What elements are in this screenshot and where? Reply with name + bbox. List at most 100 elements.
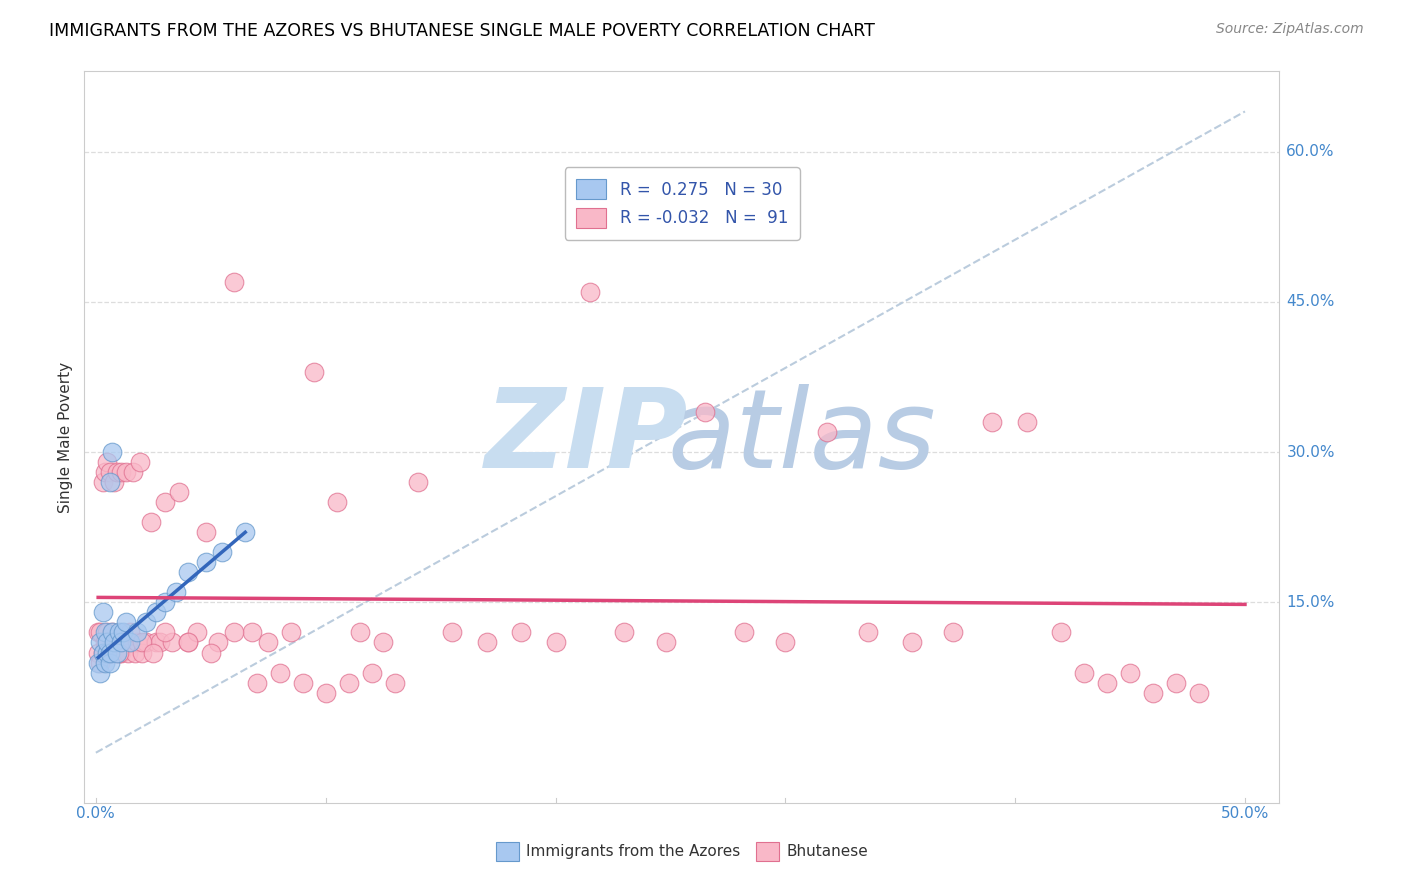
Point — [167, 485, 190, 500]
Point — [165, 585, 187, 599]
Point — [105, 646, 128, 660]
Point — [131, 646, 153, 660]
Point — [257, 635, 280, 649]
Point — [222, 625, 245, 640]
Point — [120, 635, 142, 649]
Point — [441, 625, 464, 640]
Point — [110, 465, 132, 479]
Point — [269, 665, 291, 680]
Point — [1050, 625, 1073, 640]
Point — [291, 675, 314, 690]
Point — [315, 685, 337, 699]
Point — [101, 646, 124, 660]
Point — [160, 635, 183, 649]
Point — [98, 646, 121, 660]
Point — [475, 635, 498, 649]
Point — [195, 525, 218, 540]
Point — [613, 625, 636, 640]
Point — [108, 625, 131, 640]
Point — [121, 465, 143, 479]
Point — [579, 285, 602, 299]
Point — [373, 635, 395, 649]
Point — [96, 646, 118, 660]
Point — [87, 646, 110, 660]
Point — [145, 635, 167, 649]
Point — [127, 625, 149, 640]
Point — [384, 675, 406, 690]
Point — [135, 615, 157, 630]
Point — [105, 465, 128, 479]
Point — [139, 515, 162, 529]
Point — [87, 625, 110, 640]
Point — [142, 646, 165, 660]
Point — [900, 635, 922, 649]
Point — [1073, 665, 1095, 680]
Point — [89, 656, 111, 670]
Point — [96, 635, 118, 649]
Point — [856, 625, 879, 640]
Point — [101, 625, 124, 640]
Point — [360, 665, 382, 680]
Text: 50.0%: 50.0% — [1220, 805, 1270, 821]
Point — [127, 635, 149, 649]
Point — [1164, 675, 1187, 690]
Point — [124, 646, 146, 660]
Point — [186, 625, 208, 640]
Point — [153, 595, 176, 609]
Point — [110, 646, 132, 660]
Point — [98, 646, 121, 660]
Point — [128, 455, 150, 469]
Point — [135, 635, 157, 649]
Point — [103, 475, 125, 490]
Point — [112, 635, 135, 649]
Point — [94, 465, 117, 479]
Point — [211, 545, 233, 559]
Point — [177, 635, 200, 649]
Point — [177, 566, 200, 580]
Point — [103, 635, 125, 649]
Point — [1188, 685, 1211, 699]
Point — [240, 625, 263, 640]
Point — [1119, 665, 1142, 680]
Point — [177, 635, 200, 649]
Point — [117, 646, 139, 660]
Point — [149, 635, 172, 649]
Point — [96, 646, 118, 660]
Point — [112, 625, 135, 640]
Point — [195, 555, 218, 569]
Point — [655, 635, 678, 649]
Point — [145, 606, 167, 620]
Point — [96, 635, 118, 649]
Point — [96, 625, 118, 640]
Point — [775, 635, 797, 649]
Point — [349, 625, 371, 640]
Text: ZIP: ZIP — [485, 384, 688, 491]
Point — [91, 606, 114, 620]
Point — [1095, 675, 1118, 690]
Legend: Immigrants from the Azores, Bhutanese: Immigrants from the Azores, Bhutanese — [488, 834, 876, 868]
Text: IMMIGRANTS FROM THE AZORES VS BHUTANESE SINGLE MALE POVERTY CORRELATION CHART: IMMIGRANTS FROM THE AZORES VS BHUTANESE … — [49, 22, 875, 40]
Point — [200, 646, 222, 660]
Text: 60.0%: 60.0% — [1286, 144, 1334, 159]
Point — [1015, 415, 1038, 429]
Point — [1142, 685, 1164, 699]
Point — [89, 625, 111, 640]
Point — [94, 656, 117, 670]
Point — [91, 475, 114, 490]
Point — [733, 625, 755, 640]
Point — [153, 495, 176, 509]
Point — [94, 635, 117, 649]
Point — [153, 625, 176, 640]
Point — [246, 675, 269, 690]
Point — [98, 465, 121, 479]
Point — [89, 635, 111, 649]
Point — [406, 475, 429, 490]
Text: Source: ZipAtlas.com: Source: ZipAtlas.com — [1216, 22, 1364, 37]
Point — [942, 625, 965, 640]
Point — [114, 465, 136, 479]
Point — [105, 635, 128, 649]
Point — [114, 615, 136, 630]
Point — [87, 656, 110, 670]
Point — [89, 665, 111, 680]
Point — [98, 656, 121, 670]
